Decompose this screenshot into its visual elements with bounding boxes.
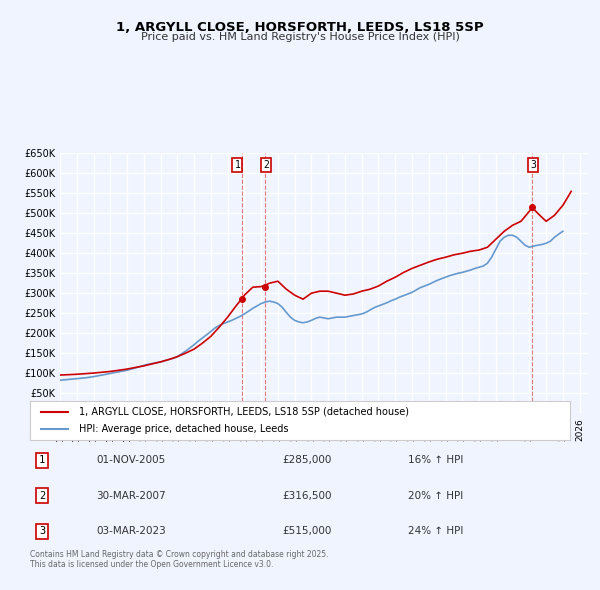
Text: 1: 1 bbox=[235, 160, 240, 171]
Text: 1, ARGYLL CLOSE, HORSFORTH, LEEDS, LS18 5SP: 1, ARGYLL CLOSE, HORSFORTH, LEEDS, LS18 … bbox=[116, 21, 484, 34]
Text: Contains HM Land Registry data © Crown copyright and database right 2025.
This d: Contains HM Land Registry data © Crown c… bbox=[30, 550, 329, 569]
Text: 3: 3 bbox=[530, 160, 536, 171]
Text: Price paid vs. HM Land Registry's House Price Index (HPI): Price paid vs. HM Land Registry's House … bbox=[140, 32, 460, 42]
Text: 1: 1 bbox=[39, 455, 45, 466]
Text: 01-NOV-2005: 01-NOV-2005 bbox=[96, 455, 165, 466]
Text: 3: 3 bbox=[39, 526, 45, 536]
Text: £285,000: £285,000 bbox=[282, 455, 331, 466]
Text: 24% ↑ HPI: 24% ↑ HPI bbox=[408, 526, 463, 536]
Text: £316,500: £316,500 bbox=[282, 491, 331, 501]
Text: HPI: Average price, detached house, Leeds: HPI: Average price, detached house, Leed… bbox=[79, 424, 288, 434]
Text: 1, ARGYLL CLOSE, HORSFORTH, LEEDS, LS18 5SP (detached house): 1, ARGYLL CLOSE, HORSFORTH, LEEDS, LS18 … bbox=[79, 407, 409, 417]
Text: 16% ↑ HPI: 16% ↑ HPI bbox=[408, 455, 463, 466]
Text: 20% ↑ HPI: 20% ↑ HPI bbox=[408, 491, 463, 501]
Text: £515,000: £515,000 bbox=[282, 526, 331, 536]
Text: 03-MAR-2023: 03-MAR-2023 bbox=[96, 526, 166, 536]
Text: 2: 2 bbox=[39, 491, 45, 501]
Text: 30-MAR-2007: 30-MAR-2007 bbox=[96, 491, 166, 501]
Text: 2: 2 bbox=[263, 160, 269, 171]
